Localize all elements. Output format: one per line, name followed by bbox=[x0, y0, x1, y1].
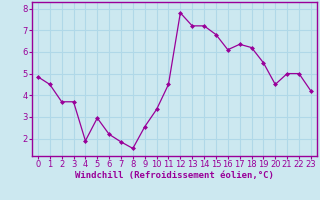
X-axis label: Windchill (Refroidissement éolien,°C): Windchill (Refroidissement éolien,°C) bbox=[75, 171, 274, 180]
